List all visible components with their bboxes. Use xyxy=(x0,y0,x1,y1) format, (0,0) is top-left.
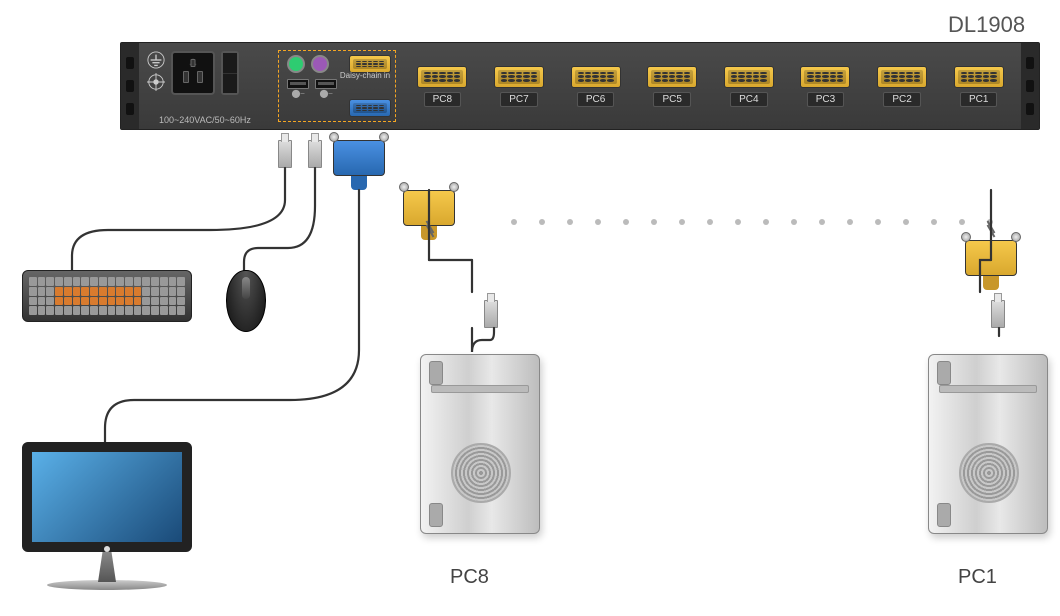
pc-vga-port xyxy=(571,66,621,88)
pc-port-label: PC3 xyxy=(807,92,844,107)
tower-pc1 xyxy=(928,354,1048,534)
pc-port-slot: PC1 xyxy=(954,66,1004,107)
monitor-illustration xyxy=(22,442,192,590)
model-label: DL1908 xyxy=(948,12,1025,38)
pc-vga-port xyxy=(954,66,1004,88)
pc-vga-port xyxy=(877,66,927,88)
usb-icon: ⬤⎯ xyxy=(287,89,309,99)
pc-vga-port xyxy=(800,66,850,88)
pc-port-slot: PC3 xyxy=(800,66,850,107)
pc8-caption: PC8 xyxy=(450,566,489,589)
pc1-caption: PC1 xyxy=(958,566,997,589)
keyboard-illustration xyxy=(22,270,192,322)
console-usb-port-1 xyxy=(287,79,309,89)
kvm-switch-unit: 100~240VAC/50~60Hz Daisy-chain in ⬤⎯ ⬤⎯ … xyxy=(120,42,1040,130)
usb-plug-keyboard xyxy=(278,140,292,168)
pc-port-label: PC8 xyxy=(424,92,461,107)
pc-vga-port xyxy=(647,66,697,88)
power-voltage-label: 100~240VAC/50~60Hz xyxy=(159,115,251,125)
pc-port-slot: PC7 xyxy=(494,66,544,107)
pc-vga-port xyxy=(724,66,774,88)
pc-port-label: PC1 xyxy=(960,92,997,107)
pc-port-label: PC6 xyxy=(577,92,614,107)
pc-vga-port xyxy=(494,66,544,88)
target-icon xyxy=(147,73,165,91)
ellipsis-dots xyxy=(500,212,1004,230)
power-section: 100~240VAC/50~60Hz xyxy=(139,43,274,129)
power-rocker-switch xyxy=(221,51,239,95)
pc-vga-port xyxy=(417,66,467,88)
rack-ear-left xyxy=(121,43,139,129)
pc-port-slot: PC6 xyxy=(571,66,621,107)
ps2-keyboard-port xyxy=(287,55,305,73)
daisy-chain-label: Daisy-chain in xyxy=(339,71,391,80)
vga-plug-pc1-kvmside xyxy=(965,240,1017,290)
mouse-illustration xyxy=(226,270,266,332)
pc-port-slot: PC5 xyxy=(647,66,697,107)
iec-power-socket xyxy=(171,51,215,95)
usb-plug-mouse xyxy=(308,140,322,168)
usb-plug-pc8-pcside xyxy=(484,300,498,328)
pc-port-slot: PC2 xyxy=(877,66,927,107)
ps2-mouse-port xyxy=(311,55,329,73)
pc-port-label: PC4 xyxy=(730,92,767,107)
pc-port-label: PC2 xyxy=(883,92,920,107)
rack-ear-right xyxy=(1021,43,1039,129)
pc-port-slot: PC8 xyxy=(417,66,467,107)
ground-icon xyxy=(147,51,165,69)
pc-port-label: PC5 xyxy=(653,92,690,107)
usb-icon: ⬤⎯ xyxy=(315,89,337,99)
vga-plug-monitor xyxy=(333,140,385,190)
pc-port-label: PC7 xyxy=(500,92,537,107)
usb-plug-pc1-pcside xyxy=(991,300,1005,328)
console-usb-port-2 xyxy=(315,79,337,89)
pc-ports-section: PC8 PC7 PC6 PC5 PC4 PC3 PC2 PC1 xyxy=(400,43,1021,129)
pc-port-slot: PC4 xyxy=(724,66,774,107)
console-section: Daisy-chain in ⬤⎯ ⬤⎯ xyxy=(278,50,396,122)
console-vga-port xyxy=(349,99,391,117)
tower-pc8 xyxy=(420,354,540,534)
